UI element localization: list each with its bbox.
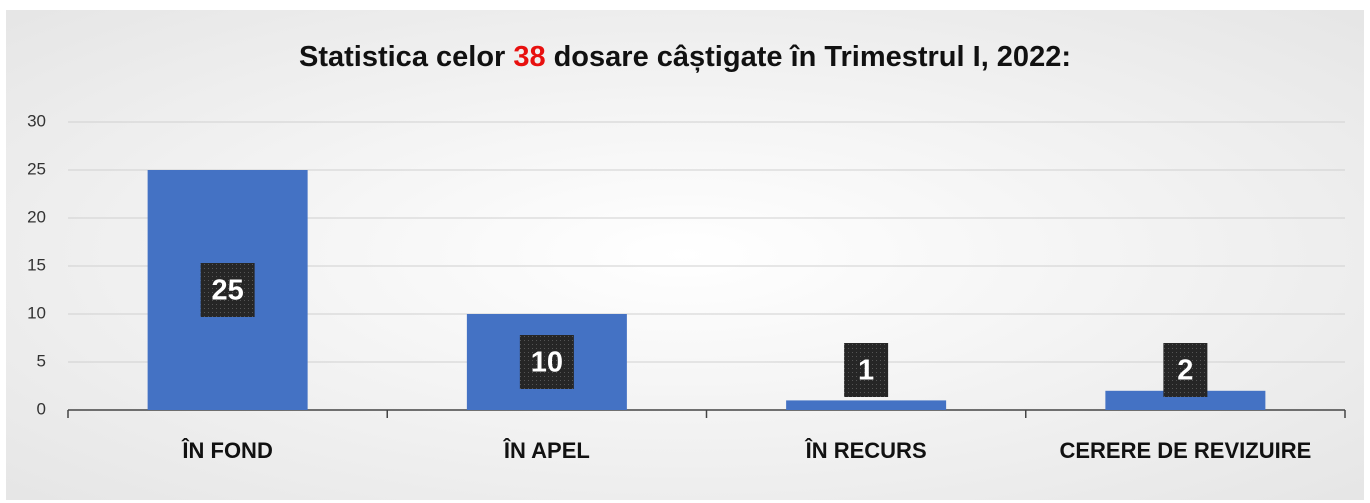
- y-tick-label: 20: [27, 207, 46, 226]
- chart-title: Statistica celor 38 dosare câștigate în Tr…: [299, 41, 1071, 73]
- bar: [1105, 390, 1266, 410]
- x-tick-label: ÎN FOND: [181, 438, 272, 463]
- data-label-box: [844, 343, 889, 397]
- data-label-box: [1163, 343, 1208, 397]
- data-label-box: [200, 263, 255, 317]
- x-tick-label: CERERE DE REVIZUIRE: [1059, 438, 1311, 463]
- y-tick-label: 30: [27, 111, 46, 130]
- data-label: 1: [858, 355, 874, 387]
- y-tick-label: 25: [27, 159, 46, 178]
- data-label: 10: [531, 347, 563, 379]
- data-label: 2: [1177, 355, 1193, 387]
- title-part: 38: [513, 41, 545, 73]
- title-part: Statistica celor: [299, 41, 505, 73]
- title-part: dosare câștigate în Trimestrul I, 2022:: [554, 41, 1071, 73]
- y-tick-label: 5: [37, 351, 46, 370]
- data-label: 25: [211, 275, 243, 307]
- x-tick-label: ÎN RECURS: [805, 438, 927, 463]
- y-tick-label: 0: [37, 399, 46, 418]
- y-tick-label: 15: [27, 255, 46, 274]
- x-tick-label: ÎN APEL: [503, 438, 590, 463]
- data-label-box: [519, 335, 574, 389]
- y-tick-label: 10: [27, 303, 46, 322]
- bar: [786, 400, 947, 410]
